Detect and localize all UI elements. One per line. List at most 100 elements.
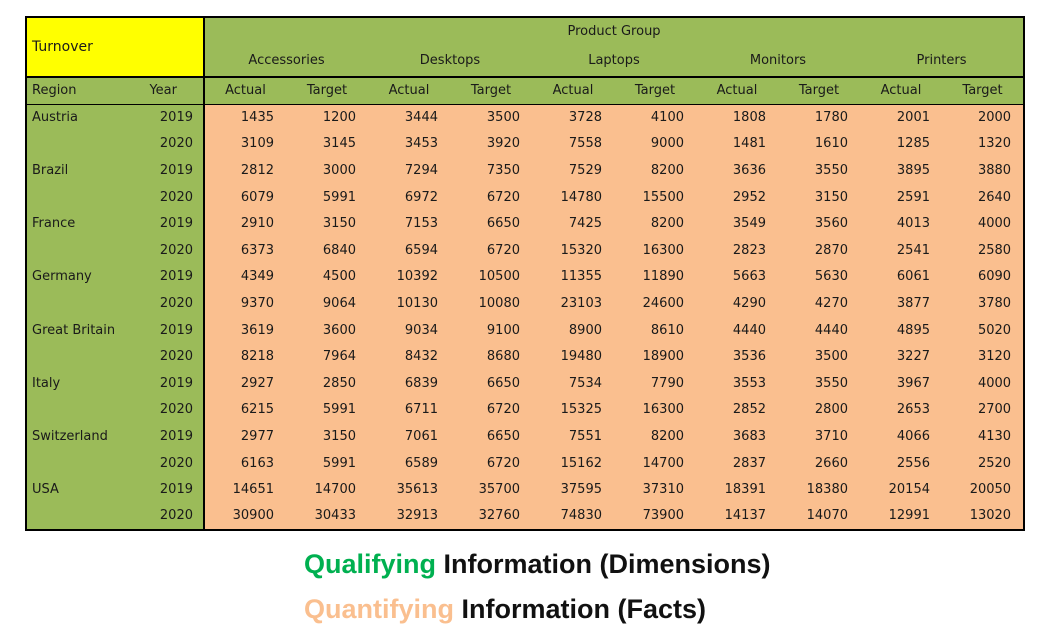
actual-header: Actual	[368, 77, 450, 105]
value-cell: 2520	[942, 449, 1025, 477]
target-header: Target	[286, 77, 368, 105]
value-cell: 2852	[696, 396, 778, 424]
value-cell: 6839	[368, 369, 450, 397]
table-body: Austria 2019 1435 1200 3444 3500 3728 4100 1808 1…	[26, 104, 1025, 530]
value-cell: 6594	[368, 236, 450, 264]
table-row: France 2019 2910 3150 7153 6650 7425 8200 3549 35…	[26, 210, 1025, 237]
value-cell: 3780	[942, 290, 1025, 317]
year-cell: 2020	[134, 343, 205, 370]
table-row: 2020 8218 7964 8432 8680 19480 18900 3536 3500 32…	[26, 343, 1025, 370]
value-cell: 2660	[778, 449, 860, 477]
product-group-monitors: Monitors	[696, 45, 860, 78]
caption-highlight: Quantifying	[304, 594, 454, 624]
value-cell: 5991	[286, 396, 368, 424]
value-cell: 7529	[532, 157, 614, 184]
value-cell: 35700	[450, 476, 532, 503]
value-cell: 3880	[942, 157, 1025, 184]
table-row: USA 2019 14651 14700 35613 35700 37595 37310 183…	[26, 476, 1025, 503]
region-cell: France	[26, 210, 134, 237]
value-cell: 2850	[286, 369, 368, 397]
region-cell	[26, 343, 134, 370]
table-row: Austria 2019 1435 1200 3444 3500 3728 4100 1808 1…	[26, 104, 1025, 131]
region-column-header: Region	[26, 77, 134, 105]
value-cell: 2580	[942, 236, 1025, 264]
value-cell: 18380	[778, 476, 860, 503]
value-cell: 8900	[532, 316, 614, 344]
value-cell: 6650	[450, 369, 532, 397]
value-cell: 15500	[614, 183, 696, 211]
year-cell: 2019	[134, 316, 205, 344]
value-cell: 2653	[860, 396, 942, 424]
value-cell: 2541	[860, 236, 942, 264]
value-cell: 4895	[860, 316, 942, 344]
value-cell: 3453	[368, 130, 450, 158]
value-cell: 7061	[368, 423, 450, 450]
value-cell: 23103	[532, 290, 614, 317]
value-cell: 19480	[532, 343, 614, 370]
value-cell: 16300	[614, 236, 696, 264]
table-row: 2020 30900 30433 32913 32760 74830 73900 14137 1…	[26, 502, 1025, 530]
value-cell: 6215	[204, 396, 286, 424]
value-cell: 14070	[778, 502, 860, 530]
value-cell: 15162	[532, 449, 614, 477]
value-cell: 3000	[286, 157, 368, 184]
value-cell: 8432	[368, 343, 450, 370]
value-cell: 14651	[204, 476, 286, 503]
table-row: Great Britain 2019 3619 3600 9034 9100 8900 861…	[26, 316, 1025, 344]
value-cell: 3550	[778, 157, 860, 184]
value-cell: 3920	[450, 130, 532, 158]
caption-line: Qualifying Information (Dimensions)	[304, 549, 771, 580]
value-cell: 3150	[778, 183, 860, 211]
region-cell: Switzerland	[26, 423, 134, 450]
value-cell: 2812	[204, 157, 286, 184]
value-cell: 1481	[696, 130, 778, 158]
value-cell: 2910	[204, 210, 286, 237]
value-cell: 10080	[450, 290, 532, 317]
value-cell: 3444	[368, 104, 450, 131]
value-cell: 14780	[532, 183, 614, 211]
value-cell: 35613	[368, 476, 450, 503]
region-cell: USA	[26, 476, 134, 503]
value-cell: 2823	[696, 236, 778, 264]
header-row-top: Turnover Product Group	[25, 16, 1025, 78]
target-header: Target	[614, 77, 696, 105]
target-header: Target	[942, 77, 1025, 105]
value-cell: 3636	[696, 157, 778, 184]
value-cell: 4000	[942, 210, 1025, 237]
value-cell: 4290	[696, 290, 778, 317]
value-cell: 3500	[778, 343, 860, 370]
table-row: Germany 2019 4349 4500 10392 10500 11355 11890 5…	[26, 263, 1025, 291]
value-cell: 3895	[860, 157, 942, 184]
product-row: Accessories Desktops Laptops Monitors Printe…	[26, 45, 1025, 78]
value-cell: 2952	[696, 183, 778, 211]
value-cell: 4500	[286, 263, 368, 291]
value-cell: 6650	[450, 210, 532, 237]
value-cell: 4440	[696, 316, 778, 344]
value-cell: 3109	[204, 130, 286, 158]
value-cell: 5991	[286, 183, 368, 211]
region-cell: Brazil	[26, 157, 134, 184]
year-cell: 2020	[134, 183, 205, 211]
table-row: 2020 6163 5991 6589 6720 15162 14700 2837 2660 25…	[26, 449, 1025, 477]
region-cell: Italy	[26, 369, 134, 397]
value-cell: 12991	[860, 502, 942, 530]
value-cell: 6720	[450, 183, 532, 211]
value-cell: 2800	[778, 396, 860, 424]
value-cell: 7790	[614, 369, 696, 397]
value-cell: 10500	[450, 263, 532, 291]
value-cell: 3227	[860, 343, 942, 370]
region-cell	[26, 449, 134, 477]
value-cell: 6079	[204, 183, 286, 211]
value-cell: 5663	[696, 263, 778, 291]
value-cell: 6972	[368, 183, 450, 211]
value-cell: 4013	[860, 210, 942, 237]
value-cell: 74830	[532, 502, 614, 530]
turnover-table: Turnover Product Group Accessories Deskto…	[25, 16, 1026, 531]
value-cell: 2591	[860, 183, 942, 211]
value-cell: 7294	[368, 157, 450, 184]
value-cell: 2837	[696, 449, 778, 477]
year-cell: 2019	[134, 423, 205, 450]
value-cell: 6061	[860, 263, 942, 291]
value-cell: 2000	[942, 104, 1025, 131]
